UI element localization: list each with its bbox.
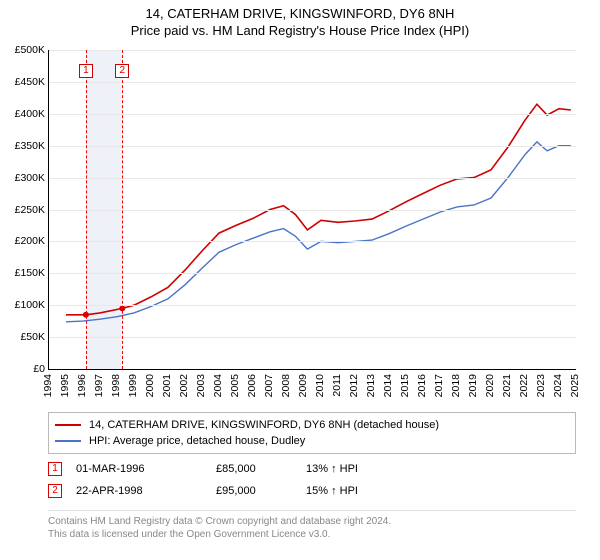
- x-tick-label: 2000: [144, 374, 156, 397]
- x-tick-label: 1996: [76, 374, 88, 397]
- x-tick-label: 2016: [416, 374, 428, 397]
- gridline-h: [49, 50, 576, 51]
- gridline-h: [49, 241, 576, 242]
- x-tick-label: 1999: [127, 374, 139, 397]
- x-tick-label: 2012: [348, 374, 360, 397]
- legend-swatch: [55, 424, 81, 426]
- y-tick-label: £150K: [15, 267, 45, 279]
- legend-item: 14, CATERHAM DRIVE, KINGSWINFORD, DY6 8N…: [55, 417, 569, 433]
- x-tick-label: 2009: [297, 374, 309, 397]
- series-line: [66, 142, 571, 322]
- gridline-h: [49, 337, 576, 338]
- x-tick-label: 1997: [93, 374, 105, 397]
- y-tick-label: £50K: [20, 331, 45, 343]
- sale-marker-line: [122, 50, 123, 369]
- x-tick-label: 2013: [365, 374, 377, 397]
- title-line-1: 14, CATERHAM DRIVE, KINGSWINFORD, DY6 8N…: [0, 6, 600, 21]
- footer-line-2: This data is licensed under the Open Gov…: [48, 528, 576, 541]
- x-tick-label: 2023: [535, 374, 547, 397]
- x-tick-label: 2015: [399, 374, 411, 397]
- sale-price: £95,000: [216, 485, 306, 497]
- y-tick-label: £450K: [15, 76, 45, 88]
- x-tick-label: 2010: [314, 374, 326, 397]
- sale-delta: 15% ↑ HPI: [306, 485, 426, 497]
- sale-date: 01-MAR-1996: [76, 463, 216, 475]
- y-tick-label: £500K: [15, 44, 45, 56]
- x-tick-label: 2002: [178, 374, 190, 397]
- x-tick-label: 2017: [433, 374, 445, 397]
- y-tick-label: £100K: [15, 299, 45, 311]
- x-tick-label: 2025: [569, 374, 581, 397]
- footer: Contains HM Land Registry data © Crown c…: [48, 510, 576, 541]
- legend-label: HPI: Average price, detached house, Dudl…: [89, 433, 305, 449]
- x-tick-label: 2014: [382, 374, 394, 397]
- x-tick-label: 2003: [195, 374, 207, 397]
- x-tick-label: 1995: [59, 374, 71, 397]
- x-tick-label: 2011: [331, 374, 343, 397]
- y-tick-label: £200K: [15, 235, 45, 247]
- sale-price: £85,000: [216, 463, 306, 475]
- sale-row: 1 01-MAR-1996 £85,000 13% ↑ HPI: [48, 458, 576, 480]
- x-tick-label: 1994: [42, 374, 54, 397]
- sale-row: 2 22-APR-1998 £95,000 15% ↑ HPI: [48, 480, 576, 502]
- x-tick-label: 2008: [280, 374, 292, 397]
- gridline-h: [49, 82, 576, 83]
- y-tick-label: £400K: [15, 108, 45, 120]
- x-tick-label: 2005: [229, 374, 241, 397]
- x-tick-label: 2004: [212, 374, 224, 397]
- x-tick-label: 2021: [501, 374, 513, 397]
- chart-plot-area: £0£50K£100K£150K£200K£250K£300K£350K£400…: [48, 50, 576, 370]
- x-tick-label: 2022: [518, 374, 530, 397]
- title-line-2: Price paid vs. HM Land Registry's House …: [0, 23, 600, 38]
- sale-marker-box: 2: [48, 484, 62, 498]
- x-tick-label: 2006: [246, 374, 258, 397]
- y-tick-label: £350K: [15, 140, 45, 152]
- gridline-h: [49, 210, 576, 211]
- sale-marker-box: 1: [79, 64, 93, 78]
- y-tick-label: £250K: [15, 204, 45, 216]
- x-axis-ticks: 1994199519961997199819992000200120022003…: [48, 374, 576, 410]
- legend-swatch: [55, 440, 81, 442]
- sale-marker-line: [86, 50, 87, 369]
- sale-delta: 13% ↑ HPI: [306, 463, 426, 475]
- sale-date: 22-APR-1998: [76, 485, 216, 497]
- gridline-h: [49, 114, 576, 115]
- x-tick-label: 2018: [450, 374, 462, 397]
- x-tick-label: 2007: [263, 374, 275, 397]
- x-tick-label: 2024: [552, 374, 564, 397]
- title-block: 14, CATERHAM DRIVE, KINGSWINFORD, DY6 8N…: [0, 0, 600, 38]
- gridline-h: [49, 273, 576, 274]
- legend-item: HPI: Average price, detached house, Dudl…: [55, 433, 569, 449]
- legend-label: 14, CATERHAM DRIVE, KINGSWINFORD, DY6 8N…: [89, 417, 439, 433]
- sales-table: 1 01-MAR-1996 £85,000 13% ↑ HPI 2 22-APR…: [48, 458, 576, 502]
- x-tick-label: 2020: [484, 374, 496, 397]
- y-tick-label: £300K: [15, 172, 45, 184]
- gridline-h: [49, 178, 576, 179]
- gridline-h: [49, 146, 576, 147]
- footer-line-1: Contains HM Land Registry data © Crown c…: [48, 515, 576, 528]
- x-tick-label: 1998: [110, 374, 122, 397]
- sale-marker-box: 2: [115, 64, 129, 78]
- legend: 14, CATERHAM DRIVE, KINGSWINFORD, DY6 8N…: [48, 412, 576, 454]
- sale-marker-box: 1: [48, 462, 62, 476]
- x-tick-label: 2001: [161, 374, 173, 397]
- x-tick-label: 2019: [467, 374, 479, 397]
- gridline-h: [49, 305, 576, 306]
- chart-container: 14, CATERHAM DRIVE, KINGSWINFORD, DY6 8N…: [0, 0, 600, 560]
